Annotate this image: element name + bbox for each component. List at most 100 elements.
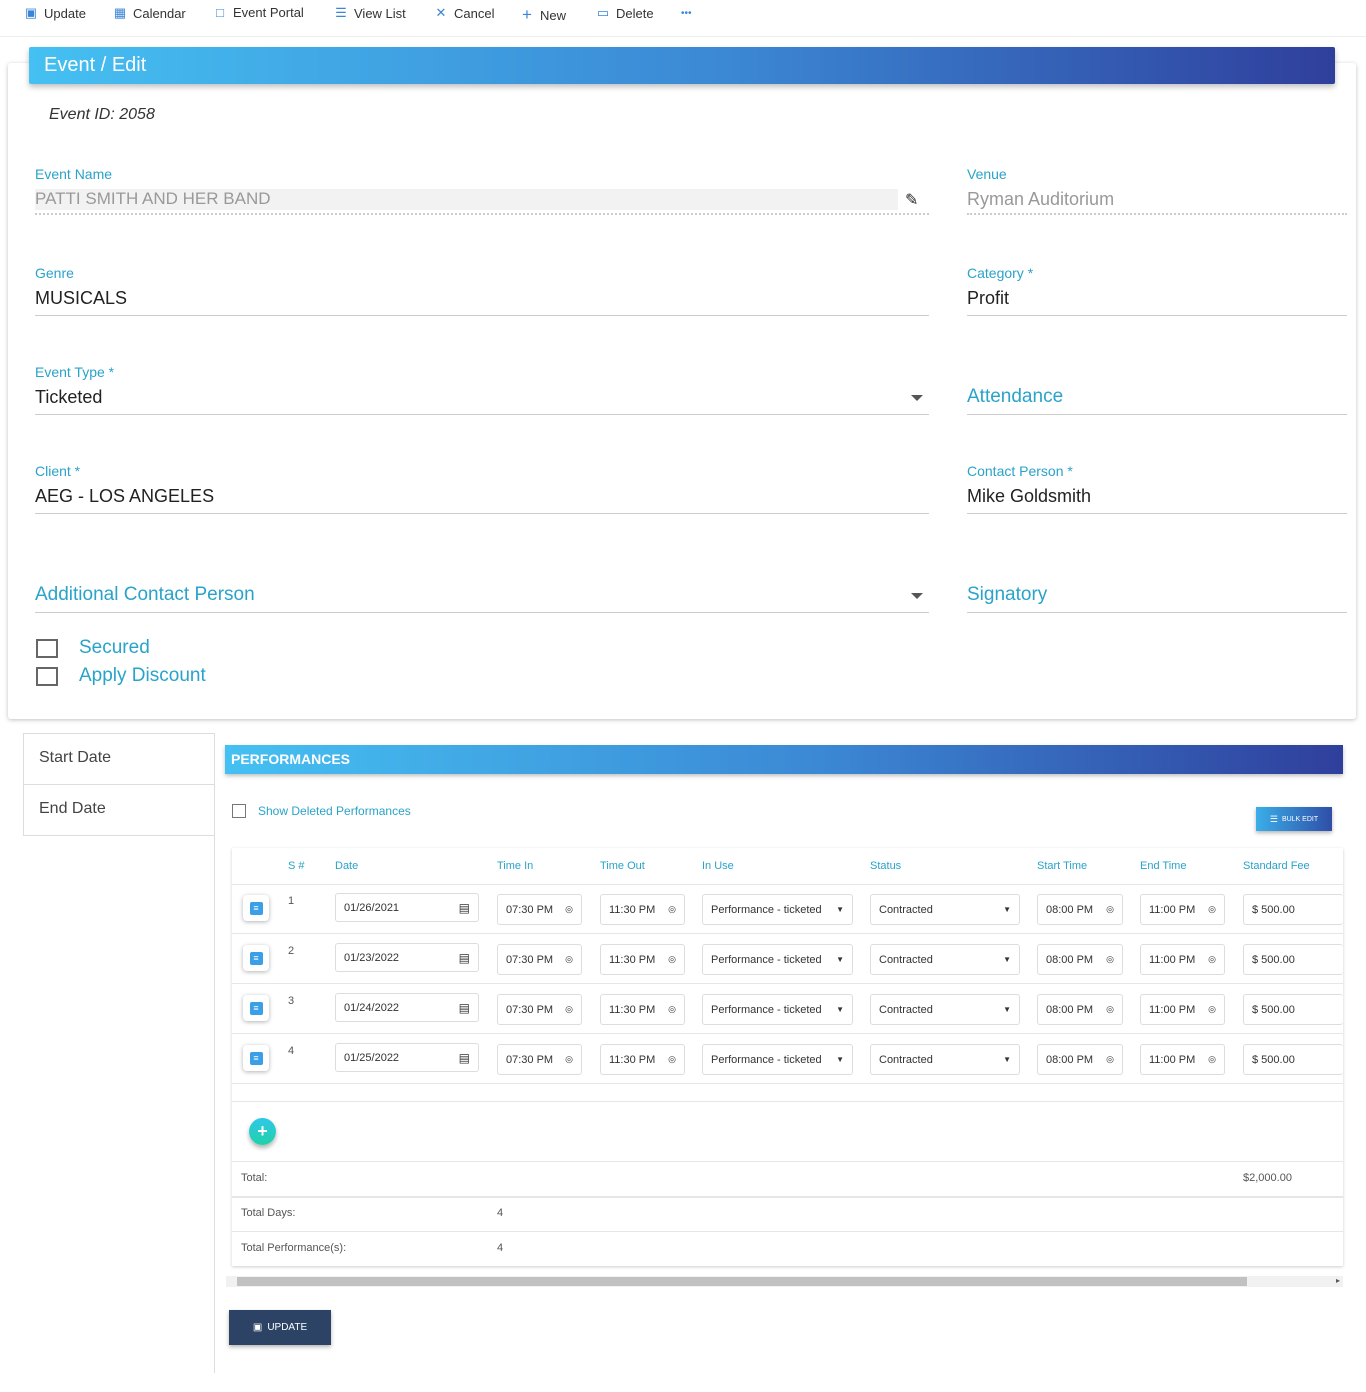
end-date-field[interactable]: End Date xyxy=(24,785,215,836)
scrollbar-thumb[interactable] xyxy=(237,1277,1247,1286)
chevron-down-icon[interactable] xyxy=(911,395,923,401)
scroll-right-arrow[interactable]: ▸ xyxy=(1335,1276,1340,1285)
row-notes-button[interactable]: ≡ xyxy=(243,895,269,921)
attendance-input[interactable]: Attendance xyxy=(967,386,1064,407)
divider xyxy=(232,884,1343,885)
date-input[interactable]: 01/25/2022 ▤ xyxy=(335,1043,479,1072)
time-out-input[interactable]: 11:30 PM ◎ xyxy=(600,944,685,975)
divider xyxy=(967,213,1347,215)
cancel-toolbar-button[interactable]: ✕ Cancel xyxy=(434,5,495,21)
time-out-input[interactable]: 11:30 PM ◎ xyxy=(600,994,685,1025)
date-input[interactable]: 01/26/2021 ▤ xyxy=(335,893,479,922)
end-time-input[interactable]: 11:00 PM ◎ xyxy=(1140,944,1225,975)
value: 07:30 PM xyxy=(506,953,554,966)
row-notes-button[interactable]: ≡ xyxy=(243,1045,269,1071)
calendar-icon[interactable]: ▤ xyxy=(458,900,470,915)
event-name-input[interactable]: PATTI SMITH AND HER BAND xyxy=(35,189,898,210)
calendar-icon[interactable]: ▤ xyxy=(458,950,470,965)
divider xyxy=(35,513,929,514)
time-in-input[interactable]: 07:30 PM ◎ xyxy=(497,994,582,1025)
divider xyxy=(35,414,929,415)
in-use-select[interactable]: Performance - ticketed ▼ xyxy=(702,894,853,925)
clock-icon: ◎ xyxy=(1208,904,1216,914)
total-performances-label: Total Performance(s): xyxy=(241,1242,347,1254)
list-icon: ☰ xyxy=(335,5,347,20)
venue-input[interactable]: Ryman Auditorium xyxy=(967,189,1115,209)
status-select[interactable]: Contracted ▼ xyxy=(870,1044,1020,1075)
start-date-field[interactable]: Start Date xyxy=(24,734,215,785)
date-input[interactable]: 01/24/2022 ▤ xyxy=(335,993,479,1022)
chevron-down-icon: ▼ xyxy=(836,1005,844,1014)
horizontal-scrollbar[interactable]: ▸ xyxy=(226,1276,1343,1287)
label: BULK EDIT xyxy=(1281,815,1319,823)
chevron-down-icon[interactable] xyxy=(911,593,923,599)
value: 11:00 PM xyxy=(1149,953,1196,966)
calendar-icon[interactable]: ▤ xyxy=(458,1050,470,1065)
time-in-input[interactable]: 07:30 PM ◎ xyxy=(497,1044,582,1075)
value: 01/23/2022 xyxy=(344,951,400,964)
status-select[interactable]: Contracted ▼ xyxy=(870,944,1020,975)
signatory-input[interactable]: Signatory xyxy=(967,584,1048,605)
calendar-toolbar-button[interactable]: ▦ Calendar xyxy=(113,5,186,21)
category-input[interactable]: Profit xyxy=(967,288,1010,308)
start-time-input[interactable]: 08:00 PM ◎ xyxy=(1037,894,1123,925)
row-notes-button[interactable]: ≡ xyxy=(243,995,269,1021)
chevron-down-icon: ▼ xyxy=(1003,905,1011,914)
bulk-edit-button[interactable]: ☰ BULK EDIT xyxy=(1256,807,1332,831)
start-time-input[interactable]: 08:00 PM ◎ xyxy=(1037,1044,1123,1075)
contact-person-input[interactable]: Mike Goldsmith xyxy=(967,486,1092,506)
standard-fee-input[interactable]: $ 500.00 xyxy=(1243,1044,1343,1075)
secured-checkbox[interactable] xyxy=(36,639,58,658)
chevron-down-icon: ▼ xyxy=(836,905,844,914)
status-select[interactable]: Contracted ▼ xyxy=(870,994,1020,1025)
row-notes-button[interactable]: ≡ xyxy=(243,945,269,971)
event-type-select[interactable]: Ticketed xyxy=(35,387,103,407)
add-performance-button[interactable]: + xyxy=(249,1118,276,1145)
delete-toolbar-button[interactable]: ▭ Delete xyxy=(596,5,654,21)
in-use-select[interactable]: Performance - ticketed ▼ xyxy=(702,994,853,1025)
in-use-select[interactable]: Performance - ticketed ▼ xyxy=(702,944,853,975)
apply-discount-checkbox[interactable] xyxy=(36,667,58,686)
time-out-input[interactable]: 11:30 PM ◎ xyxy=(600,1044,685,1075)
column-header: Time In xyxy=(497,860,534,872)
update-button[interactable]: ▣ UPDATE xyxy=(229,1310,331,1345)
row-divider xyxy=(232,1033,1343,1034)
genre-input[interactable]: MUSICALS xyxy=(35,288,128,308)
divider xyxy=(35,612,929,613)
client-input[interactable]: AEG - LOS ANGELES xyxy=(35,486,215,506)
end-time-input[interactable]: 11:00 PM ◎ xyxy=(1140,994,1225,1025)
more-button[interactable]: ••• xyxy=(681,8,692,19)
new-toolbar-button[interactable]: + New xyxy=(520,5,566,25)
date-input[interactable]: 01/23/2022 ▤ xyxy=(335,943,479,972)
toolbar: ▣ Update ▦ Calendar □ Event Portal ☰ View Li… xyxy=(0,0,1366,37)
show-deleted-checkbox[interactable] xyxy=(232,804,246,818)
label: Delete xyxy=(616,5,654,21)
end-time-input[interactable]: 11:00 PM ◎ xyxy=(1140,1044,1225,1075)
menu-icon: ☰ xyxy=(1269,813,1278,824)
edit-pencil-icon[interactable]: ✎ xyxy=(905,192,919,209)
view-list-toolbar-button[interactable]: ☰ View List xyxy=(334,5,406,21)
event-portal-toolbar-button[interactable]: □ Event Portal xyxy=(213,5,304,20)
status-select[interactable]: Contracted ▼ xyxy=(870,894,1020,925)
additional-contact-select[interactable]: Additional Contact Person xyxy=(35,584,255,605)
value: 07:30 PM xyxy=(506,1053,554,1066)
standard-fee-input[interactable]: $ 500.00 xyxy=(1243,994,1343,1025)
time-in-input[interactable]: 07:30 PM ◎ xyxy=(497,894,582,925)
calendar-icon[interactable]: ▤ xyxy=(458,1000,470,1015)
value: 08:00 PM xyxy=(1046,953,1094,966)
start-time-input[interactable]: 08:00 PM ◎ xyxy=(1037,994,1123,1025)
in-use-select[interactable]: Performance - ticketed ▼ xyxy=(702,1044,853,1075)
column-header: In Use xyxy=(702,860,734,872)
end-time-input[interactable]: 11:00 PM ◎ xyxy=(1140,894,1225,925)
clock-icon: ◎ xyxy=(1208,954,1216,964)
time-in-input[interactable]: 07:30 PM ◎ xyxy=(497,944,582,975)
total-value: $2,000.00 xyxy=(1243,1172,1292,1184)
start-time-input[interactable]: 08:00 PM ◎ xyxy=(1037,944,1123,975)
standard-fee-input[interactable]: $ 500.00 xyxy=(1243,944,1343,975)
total-performances-value: 4 xyxy=(497,1242,504,1254)
chevron-down-icon: ▼ xyxy=(836,1055,844,1064)
time-out-input[interactable]: 11:30 PM ◎ xyxy=(600,894,685,925)
update-toolbar-button[interactable]: ▣ Update xyxy=(24,5,86,21)
standard-fee-input[interactable]: $ 500.00 xyxy=(1243,894,1343,925)
chevron-down-icon: ▼ xyxy=(1003,1055,1011,1064)
